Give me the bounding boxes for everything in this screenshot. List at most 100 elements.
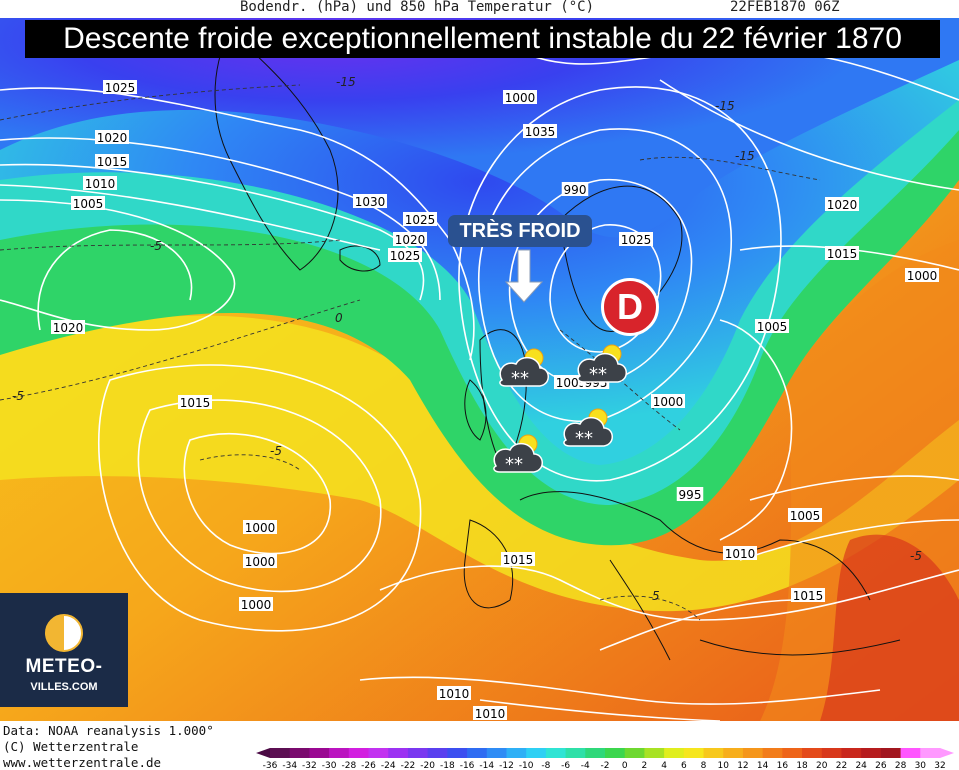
- isobar-label-box: [503, 90, 537, 104]
- scale-tick-label: -26: [361, 761, 376, 770]
- scale-swatch: [703, 748, 724, 758]
- isotherm-label: -5: [150, 239, 162, 253]
- isobar-label: 1015: [793, 589, 824, 603]
- scale-swatch: [467, 748, 488, 758]
- isobar-label: 1025: [390, 249, 421, 263]
- isotherm-label: -5: [910, 549, 922, 563]
- svg-text:**: **: [589, 364, 607, 385]
- isotherm-label: -15: [715, 99, 735, 113]
- scale-swatch: [368, 748, 389, 758]
- scale-tick-label: 12: [737, 761, 748, 770]
- scale-tick-label: -6: [561, 761, 570, 770]
- isobar-label: 1025: [621, 233, 652, 247]
- scale-swatch: [861, 748, 882, 758]
- isobar-label: 1000: [653, 395, 684, 409]
- source-url-link[interactable]: www.wetterzentrale.de: [3, 755, 162, 770]
- scale-tick-label: -14: [479, 761, 494, 770]
- cold-callout-label: TRÈS FROID: [448, 215, 592, 247]
- isotherm-label: -15: [735, 149, 755, 163]
- scale-swatch: [920, 748, 941, 758]
- scale-swatch: [900, 748, 921, 758]
- scale-tick-label: 24: [855, 761, 867, 770]
- scale-tick-label: -10: [519, 761, 534, 770]
- logo-line1: METEO-: [25, 656, 103, 677]
- isobar-label-box: [388, 248, 422, 262]
- isobar-label-box: [825, 246, 859, 260]
- scale-swatch: [762, 748, 783, 758]
- isobar-label: 1000: [505, 91, 536, 105]
- isobar-label: 1000: [245, 521, 276, 535]
- scale-swatch: [565, 748, 586, 758]
- isobar-label: 1025: [405, 213, 436, 227]
- arctic-core: [0, 18, 959, 238]
- scale-swatch: [289, 748, 310, 758]
- isobar-label-box: [619, 232, 653, 246]
- isobar-label-box: [501, 552, 535, 566]
- isobar-label: 1020: [827, 198, 858, 212]
- isobar-labels: 1025 1020 1015 1010 1005 1000 1035 1030 1025 1020…: [51, 80, 939, 721]
- headline-banner: Descente froide exceptionnellement insta…: [25, 20, 940, 58]
- isobar-label-box: [651, 394, 685, 408]
- scale-swatch: [723, 748, 744, 758]
- scale-swatch: [526, 748, 547, 758]
- scale-tick-label: -16: [460, 761, 475, 770]
- isobar-label-box: [403, 212, 437, 226]
- scale-swatch: [742, 748, 764, 758]
- scale-swatch: [545, 748, 567, 758]
- scale-tick-label: -18: [440, 761, 455, 770]
- isobar-label-box: [243, 520, 277, 534]
- scale-swatch: [388, 748, 409, 758]
- scale-tick-label: 20: [816, 761, 828, 770]
- isotherm-label: -15: [336, 75, 356, 89]
- scale-tick-label: -24: [381, 761, 396, 770]
- scale-tick-label: -34: [282, 761, 297, 770]
- isobar-label-box: [755, 319, 789, 333]
- southeast-hot-area: [820, 534, 959, 721]
- scale-swatch: [585, 748, 606, 758]
- isobar-label: 1030: [355, 195, 386, 209]
- scale-tick-label: 22: [836, 761, 847, 770]
- scale-tick-label: -4: [581, 761, 590, 770]
- scale-swatch: [644, 748, 665, 758]
- scale-tick-label: -22: [401, 761, 416, 770]
- isobar-label-box: [95, 130, 129, 144]
- snow-shower-icon: **: [493, 434, 543, 475]
- scale-tick-label: 18: [796, 761, 808, 770]
- isobar-label-box: [723, 546, 757, 560]
- scale-tick-label: 32: [934, 761, 945, 770]
- isotherm-label: 5: [652, 589, 660, 603]
- isobar-label-box: [83, 176, 117, 190]
- scale-swatch: [270, 748, 291, 758]
- scale-tick-label: -32: [302, 761, 317, 770]
- isobar-label: 1020: [53, 321, 84, 335]
- isobar-label: 1015: [503, 553, 534, 567]
- scale-swatch: [407, 748, 429, 758]
- scale-swatch: [683, 748, 705, 758]
- isobar-label: 990: [564, 183, 587, 197]
- scale-swatch: [486, 748, 507, 758]
- isobar-label: 1020: [395, 233, 426, 247]
- snow-shower-icon: **: [499, 348, 549, 389]
- isobar-label: 1000: [907, 269, 938, 283]
- scale-tick-label: 8: [701, 761, 707, 770]
- scale-tick-label: 10: [718, 761, 730, 770]
- isobar-label: 995: [679, 488, 702, 502]
- isotherm-label: 0: [335, 311, 343, 325]
- isotherm-label: -5: [270, 444, 282, 458]
- snow-shower-icon: **: [577, 344, 627, 385]
- isobar-label: 1000: [245, 555, 276, 569]
- isobar-label-box: [473, 706, 507, 720]
- isobar-label-box: [353, 194, 387, 208]
- scale-tick-label: 4: [661, 761, 667, 770]
- scale-swatch: [348, 748, 370, 758]
- scale-right-arrow: [940, 748, 954, 758]
- scale-swatch: [782, 748, 803, 758]
- scale-tick-label: -20: [420, 761, 435, 770]
- svg-text:**: **: [511, 368, 529, 389]
- isobar-label: 1025: [105, 81, 136, 95]
- isobar-label: 1015: [97, 155, 128, 169]
- scale-tick-label: -12: [499, 761, 514, 770]
- isobar-label: 1010: [475, 707, 506, 721]
- scale-swatch: [664, 748, 685, 758]
